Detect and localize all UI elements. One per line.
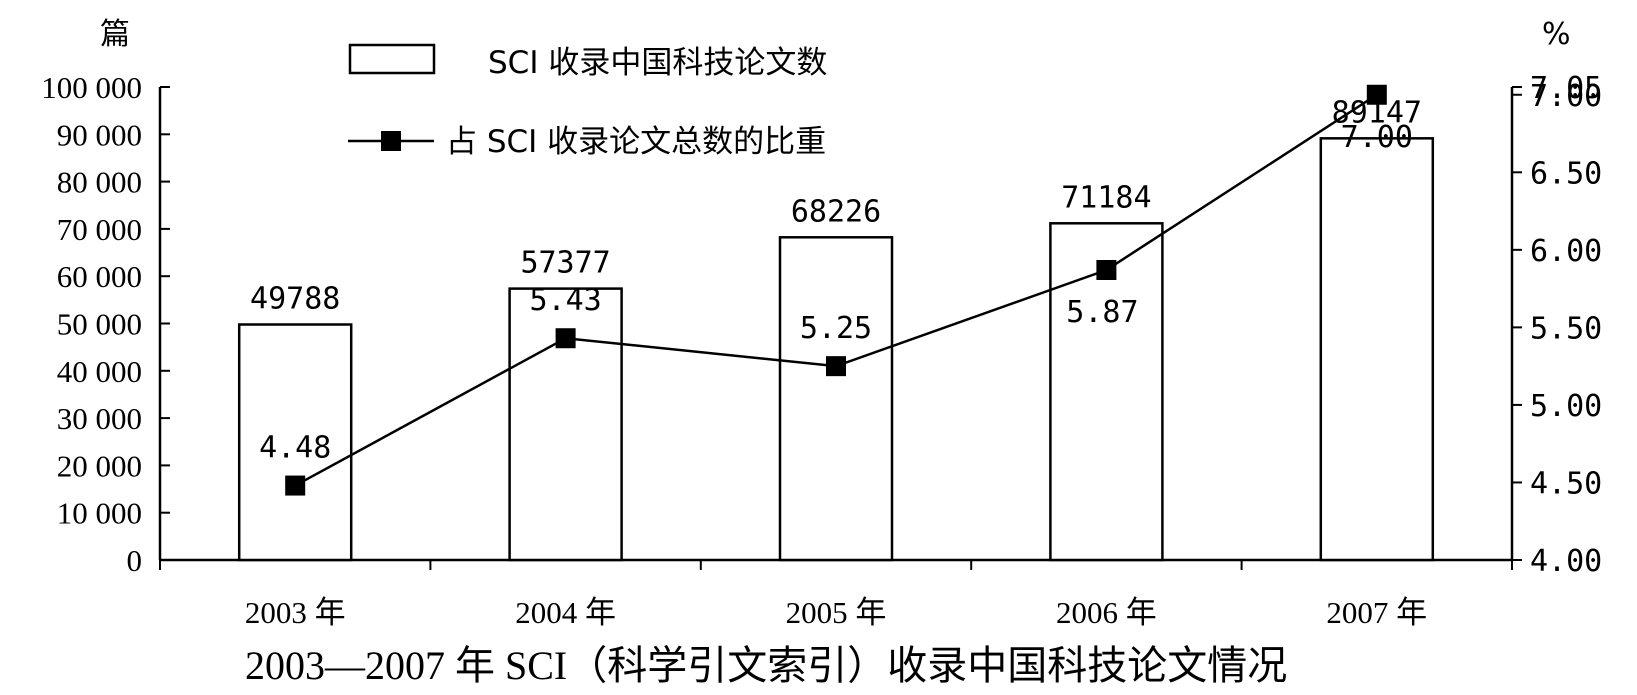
- line-data-label: 5.25: [800, 311, 872, 346]
- line-marker: [285, 475, 306, 496]
- bar: [1319, 137, 1435, 562]
- left-axis-tick-label: 80 000: [57, 165, 142, 200]
- bar-data-label: 57377: [520, 246, 610, 281]
- left-axis-tick-label: 20 000: [57, 448, 142, 483]
- x-axis-tick-label: 2006 年: [1056, 595, 1157, 630]
- right-axis-tick-label: 6.00: [1530, 234, 1602, 269]
- left-axis-tick-label: 100 000: [41, 70, 142, 105]
- bar: [237, 323, 353, 562]
- line-marker: [826, 356, 846, 377]
- bar-data-label: 71184: [1061, 180, 1151, 215]
- legend-line-marker: [381, 131, 401, 151]
- legend-bar-swatch: [348, 43, 436, 75]
- line-marker: [555, 328, 576, 349]
- right-axis-tick-label: 6.50: [1530, 156, 1602, 191]
- legend: SCI 收录中国科技论文数 占 SCI 收录论文总数的比重: [348, 43, 827, 160]
- left-axis-tick-label: 90 000: [57, 117, 142, 152]
- bar-data-label: 89147: [1332, 95, 1422, 130]
- bar: [778, 236, 894, 562]
- line-series: [285, 84, 1387, 496]
- line-data-label: 5.43: [529, 283, 601, 318]
- x-axis-tick-label: 2005 年: [786, 595, 887, 630]
- right-axis-tick-label: 7.00: [1530, 79, 1602, 114]
- legend-bar-label: SCI 收录中国科技论文数: [488, 45, 827, 81]
- left-axis-tick-label: 60 000: [57, 259, 142, 294]
- x-axis-tick-label: 2003 年: [245, 595, 346, 630]
- chart-title: 2003—2007 年 SCI（科学引文索引）收录中国科技论文情况: [245, 643, 1287, 688]
- bar-data-label: 68226: [791, 194, 881, 229]
- line-marker: [1096, 259, 1117, 280]
- right-axis-tick-label: 7.05: [1530, 71, 1602, 106]
- line-data-label: 4.48: [259, 431, 331, 466]
- line-data-label: 5.87: [1066, 295, 1138, 330]
- left-axis-tick-label: 30 000: [57, 401, 142, 436]
- left-axis-tick-label: 40 000: [57, 354, 142, 389]
- left-axis-tick-label: 10 000: [57, 496, 142, 531]
- bar-series: [237, 137, 1435, 562]
- line-marker: [1366, 84, 1387, 105]
- right-axis-tick-label: 4.00: [1530, 544, 1602, 579]
- right-axis-tick-label: 5.00: [1530, 389, 1602, 424]
- legend-line-label: 占 SCI 收录论文总数的比重: [446, 124, 826, 160]
- right-axis-tick-label: 4.50: [1530, 466, 1602, 501]
- line-data-label: 7.00: [1341, 120, 1413, 155]
- data-labels: 49788 57377 68226 71184 89147 4.48 5.43 5.25 5.8…: [250, 95, 1422, 465]
- x-axis-tick-label: 2007 年: [1326, 595, 1427, 630]
- left-axis-tick-label: 70 000: [57, 212, 142, 247]
- axes: 0 10 000 20 000 30 000 40 000 50 000 60 000 70 …: [41, 70, 1602, 630]
- x-axis-tick-label: 2004 年: [515, 595, 616, 630]
- left-axis-unit: 篇: [100, 17, 130, 52]
- left-axis-tick-label: 0: [127, 543, 143, 578]
- right-axis-tick-label: 5.50: [1530, 311, 1602, 346]
- right-axis-unit: %: [1542, 17, 1571, 52]
- bar-data-label: 49788: [250, 282, 340, 317]
- left-axis-tick-label: 50 000: [57, 307, 142, 342]
